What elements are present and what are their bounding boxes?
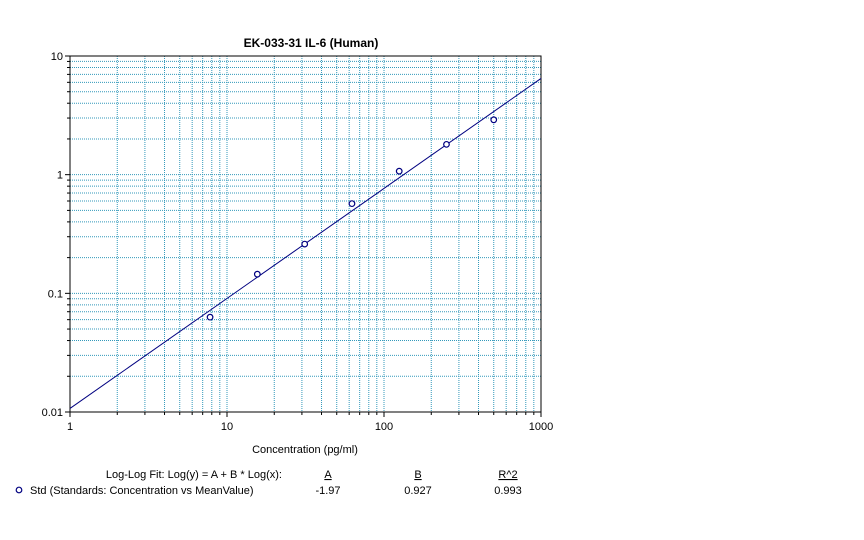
- data-point: [490, 116, 498, 124]
- data-point: [301, 240, 309, 248]
- y-tick-label: 0.01: [42, 407, 63, 419]
- y-axis-tick-labels: 0.01 0.1 1 10: [42, 51, 63, 419]
- data-points: [206, 116, 498, 321]
- y-tick-label: 1: [57, 170, 63, 182]
- chart-title: EK-033-31 IL-6 (Human): [244, 36, 379, 50]
- data-point: [395, 167, 403, 175]
- fit-header-b: B: [414, 469, 421, 481]
- y-tick-label: 10: [51, 51, 63, 63]
- fit-value-r2: 0.993: [494, 485, 522, 497]
- legend-series-label: Std (Standards: Concentration vs MeanVal…: [30, 485, 254, 497]
- data-point: [348, 200, 356, 208]
- data-point: [206, 313, 214, 321]
- fit-header-r2: R^2: [498, 469, 517, 481]
- data-point: [253, 270, 261, 278]
- fit-value-b: 0.927: [404, 485, 432, 497]
- axis-ticks: [65, 55, 542, 417]
- legend-marker: [15, 486, 23, 494]
- x-tick-label: 1: [67, 421, 73, 433]
- x-tick-label: 100: [375, 421, 393, 433]
- x-axis-label: Concentration (pg/ml): [252, 444, 358, 456]
- fit-equation-label: Log-Log Fit: Log(y) = A + B * Log(x):: [106, 469, 282, 481]
- x-tick-label: 10: [221, 421, 233, 433]
- data-point: [443, 140, 450, 148]
- fit-header-a: A: [324, 469, 332, 481]
- x-tick-label: 1000: [529, 421, 553, 433]
- grid: [70, 56, 541, 412]
- y-tick-label: 0.1: [48, 288, 63, 300]
- fit-value-a: -1.97: [315, 485, 340, 497]
- x-axis-tick-labels: 1 10 100 1000: [67, 421, 553, 433]
- plot-area: [69, 55, 542, 413]
